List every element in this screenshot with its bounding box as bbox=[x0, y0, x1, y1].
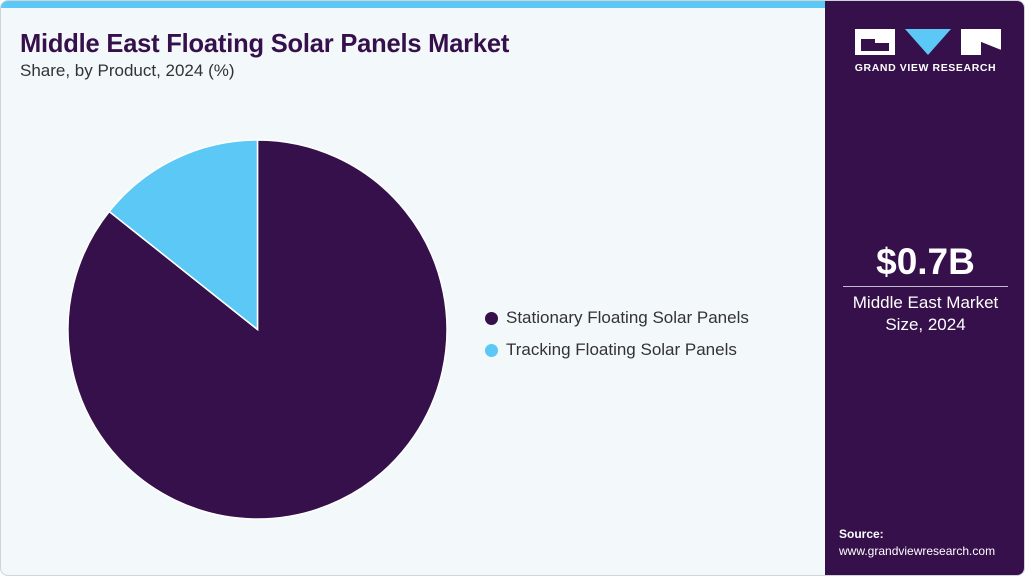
legend: Stationary Floating Solar Panels Trackin… bbox=[485, 302, 749, 366]
legend-dot-icon bbox=[485, 343, 498, 357]
divider bbox=[843, 286, 1008, 287]
legend-item-stationary: Stationary Floating Solar Panels bbox=[485, 302, 749, 334]
legend-label: Stationary Floating Solar Panels bbox=[506, 308, 749, 327]
market-size-label-line2: Size, 2024 bbox=[885, 315, 966, 334]
market-size-value: $0.7B bbox=[876, 241, 975, 282]
legend-label: Tracking Floating Solar Panels bbox=[506, 340, 737, 359]
sidebar-panel: GRAND VIEW RESEARCH $0.7B Middle East Ma… bbox=[825, 1, 1024, 575]
source-label: Source: bbox=[839, 527, 884, 541]
chart-subtitle: Share, by Product, 2024 (%) bbox=[20, 61, 235, 80]
grand-view-research-logo-icon bbox=[855, 29, 1001, 55]
market-size-label: Middle East Market Size, 2024 bbox=[825, 292, 1024, 336]
legend-item-tracking: Tracking Floating Solar Panels bbox=[485, 334, 749, 366]
market-size-label-line1: Middle East Market bbox=[852, 293, 999, 312]
chart-title: Middle East Floating Solar Panels Market bbox=[20, 28, 510, 58]
pie-chart bbox=[67, 139, 448, 520]
accent-bar bbox=[1, 1, 825, 8]
source-url[interactable]: www.grandviewresearch.com bbox=[839, 544, 996, 558]
pie-slice-tracking-floating-solar-panels bbox=[108, 139, 259, 332]
legend-dot-icon bbox=[485, 311, 498, 325]
logo-text: GRAND VIEW RESEARCH bbox=[854, 62, 997, 74]
